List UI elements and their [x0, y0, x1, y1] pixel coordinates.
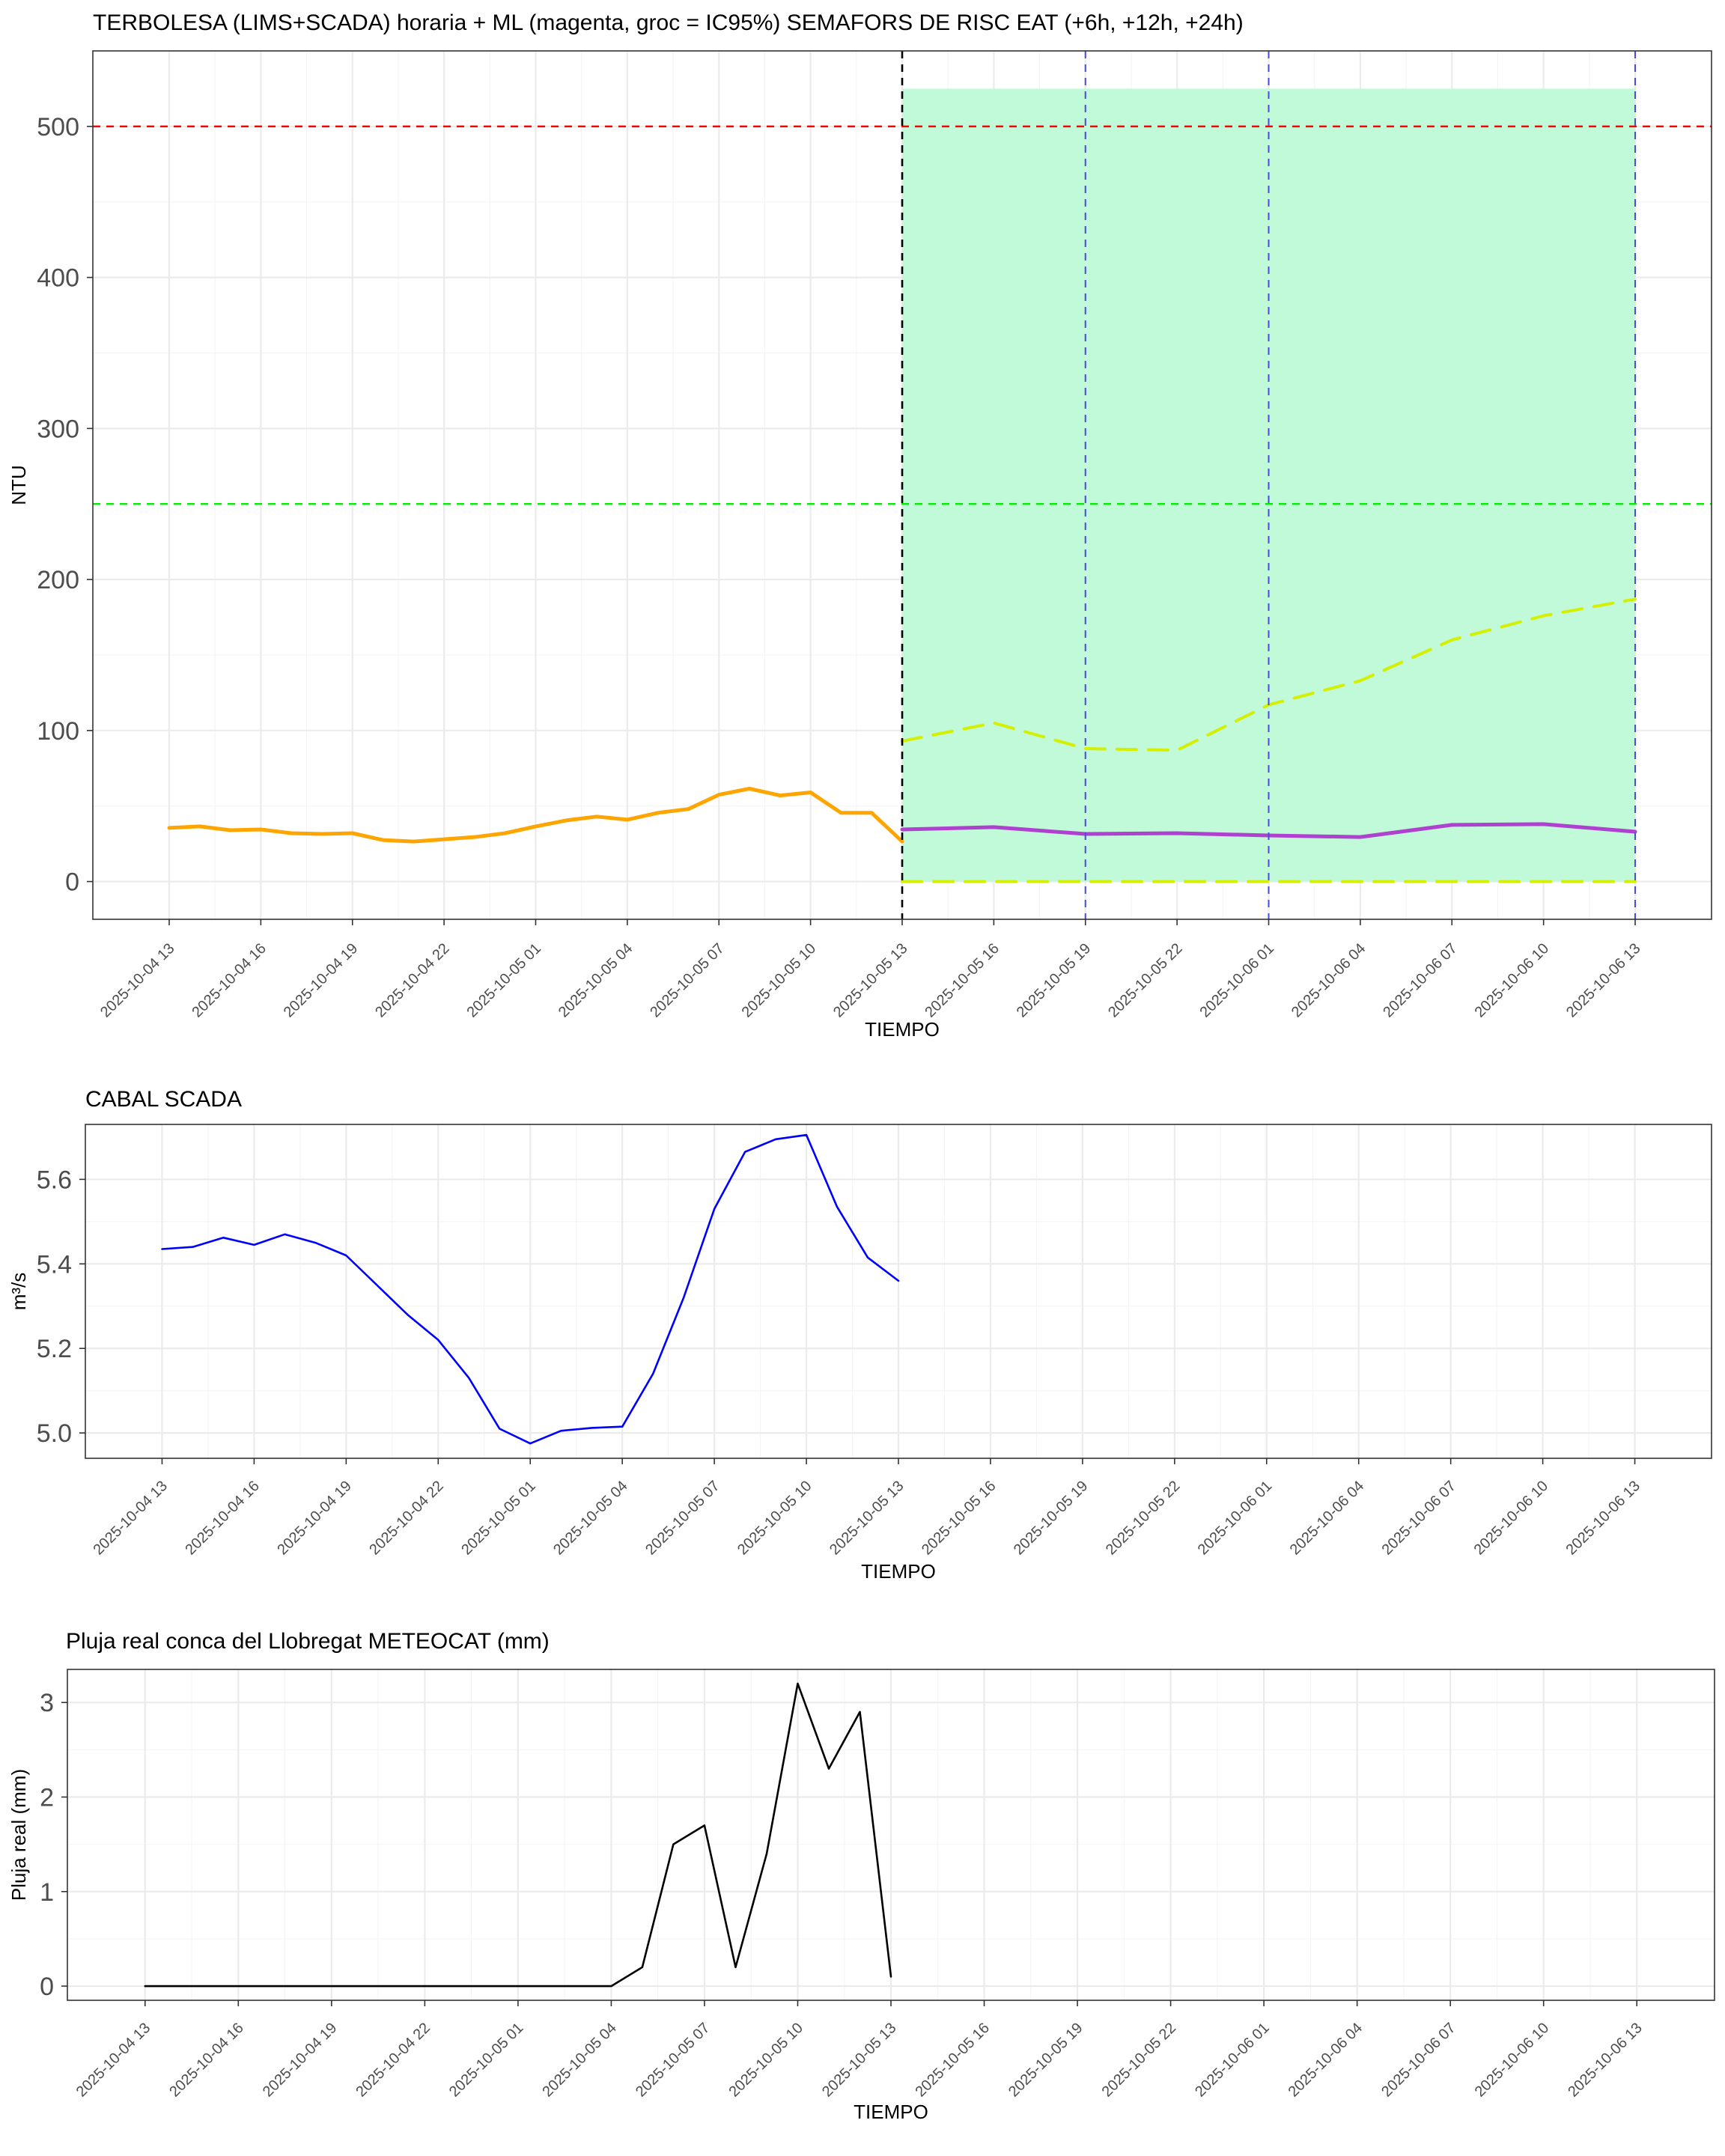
y-tick-label: 5.4 — [37, 1250, 72, 1279]
x-tick-label: 2025-10-06 04 — [1289, 940, 1369, 1021]
x-tick-label: 2025-10-06 10 — [1472, 940, 1553, 1021]
x-tick-label: 2025-10-05 22 — [1103, 1478, 1184, 1559]
y-tick-label: 5.0 — [37, 1419, 72, 1448]
x-tick-label: 2025-10-04 22 — [372, 940, 453, 1021]
y-tick-label: 3 — [40, 1689, 54, 1717]
x-tick-label: 2025-10-06 07 — [1379, 1478, 1460, 1559]
x-tick-label: 2025-10-05 07 — [642, 1478, 723, 1559]
x-tick-label: 2025-10-05 16 — [913, 2020, 994, 2101]
y-tick-label: 2 — [40, 1783, 54, 1812]
grid — [85, 1124, 1712, 1458]
x-tick-label: 2025-10-04 13 — [90, 1478, 171, 1559]
x-tick-label: 2025-10-05 01 — [458, 1478, 539, 1559]
x-tick-label: 2025-10-06 10 — [1472, 2020, 1553, 2101]
x-tick-label: 2025-10-06 04 — [1286, 2020, 1366, 2101]
x-tick-label: 2025-10-05 07 — [633, 2020, 714, 2101]
x-tick-label: 2025-10-06 04 — [1287, 1478, 1368, 1559]
flow-line — [161, 1133, 900, 1445]
x-tick-label: 2025-10-04 19 — [260, 2020, 341, 2101]
y-tick-label: 1 — [40, 1878, 54, 1907]
x-tick-label: 2025-10-05 01 — [463, 940, 544, 1021]
grid — [67, 1669, 1715, 2000]
x-tick-label: 2025-10-04 16 — [182, 1478, 263, 1559]
x-tick-label: 2025-10-05 07 — [647, 940, 728, 1021]
x-tick-label: 2025-10-05 16 — [922, 940, 1003, 1021]
x-tick-label: 2025-10-05 10 — [739, 940, 820, 1021]
x-tick-label: 2025-10-06 13 — [1563, 1478, 1644, 1559]
x-tick-label: 2025-10-05 19 — [1011, 1478, 1092, 1559]
x-tick-label: 2025-10-04 13 — [73, 2020, 154, 2101]
x-tick-label: 2025-10-04 19 — [281, 940, 362, 1021]
y-tick-label: 0 — [40, 1973, 54, 2001]
x-tick-label: 2025-10-05 04 — [539, 2020, 620, 2101]
x-tick-label: 2025-10-06 07 — [1378, 2020, 1459, 2101]
y-tick-label: 0 — [65, 868, 79, 897]
x-tick-label: 2025-10-05 04 — [556, 940, 636, 1021]
y-tick-label: 300 — [37, 415, 79, 443]
x-tick-label: 2025-10-05 10 — [725, 2020, 806, 2101]
x-tick-label: 2025-10-06 07 — [1380, 940, 1461, 1021]
y-tick-label: 500 — [37, 113, 79, 141]
y-tick-label: 5.2 — [37, 1335, 72, 1363]
x-axis-title: TIEMPO — [854, 2101, 928, 2123]
x-axis-title: TIEMPO — [861, 1560, 936, 1583]
y-axis-title: NTU — [7, 465, 30, 505]
x-tick-label: 2025-10-05 22 — [1105, 940, 1186, 1021]
x-tick-label: 2025-10-04 22 — [366, 1478, 447, 1559]
x-tick-label: 2025-10-05 22 — [1099, 2020, 1180, 2101]
x-tick-label: 2025-10-04 19 — [274, 1478, 355, 1559]
x-tick-label: 2025-10-04 16 — [166, 2020, 247, 2101]
x-tick-label: 2025-10-06 01 — [1196, 940, 1277, 1021]
chart-title: Pluja real conca del Llobregat METEOCAT … — [66, 1629, 550, 1654]
chart-title: CABAL SCADA — [85, 1087, 242, 1112]
x-tick-label: 2025-10-05 13 — [819, 2020, 900, 2101]
x-tick-label: 2025-10-05 16 — [919, 1478, 1000, 1559]
y-tick-label: 200 — [37, 566, 79, 594]
x-tick-label: 2025-10-05 01 — [446, 2020, 527, 2101]
observed-turbidity-line — [167, 787, 904, 844]
x-tick-label: 2025-10-04 13 — [97, 940, 178, 1021]
x-tick-label: 2025-10-04 16 — [189, 940, 270, 1021]
rain-line — [144, 1682, 892, 1988]
y-tick-label: 400 — [37, 264, 79, 293]
y-axis-title: Pluja real (mm) — [7, 1769, 30, 1901]
x-tick-label: 2025-10-06 01 — [1195, 1478, 1276, 1559]
x-tick-label: 2025-10-06 13 — [1565, 2020, 1646, 2101]
x-tick-label: 2025-10-05 04 — [550, 1478, 631, 1559]
y-tick-label: 5.6 — [37, 1166, 72, 1194]
y-tick-label: 100 — [37, 717, 79, 746]
chart-title: TERBOLESA (LIMS+SCADA) horaria + ML (mag… — [93, 10, 1244, 35]
x-tick-label: 2025-10-06 10 — [1471, 1478, 1552, 1559]
x-tick-label: 2025-10-05 13 — [827, 1478, 907, 1559]
x-tick-label: 2025-10-05 19 — [1006, 2020, 1086, 2101]
x-tick-label: 2025-10-05 19 — [1014, 940, 1095, 1021]
x-tick-label: 2025-10-05 13 — [830, 940, 911, 1021]
x-tick-label: 2025-10-04 22 — [353, 2020, 433, 2101]
y-axis-title: m³/s — [7, 1273, 30, 1311]
x-tick-label: 2025-10-05 10 — [734, 1478, 815, 1559]
x-tick-label: 2025-10-06 01 — [1192, 2020, 1273, 2101]
x-tick-label: 2025-10-06 13 — [1563, 940, 1644, 1021]
x-axis-title: TIEMPO — [865, 1018, 940, 1041]
